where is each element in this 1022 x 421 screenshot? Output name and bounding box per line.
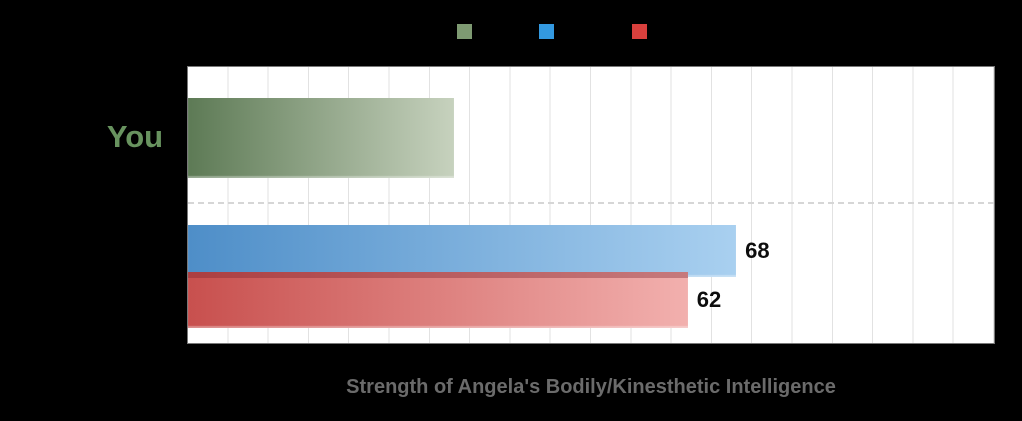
value-label-red: 62 [696,287,722,312]
value-label-blue: 68 [745,238,770,263]
category-separator-line [188,202,994,204]
legend-swatch-red-icon [632,24,647,39]
bar-blue [188,225,737,277]
bar-you-green [188,98,454,178]
legend-swatch-blue-icon [539,24,554,39]
bar-overlap-shade [188,272,688,278]
plot-area: 68 62 [187,66,995,344]
chart-caption: Strength of Angela's Bodily/Kinesthetic … [346,376,836,398]
legend-swatch-green-icon [457,24,472,39]
bar-red [188,272,688,328]
row-label-you: You [106,119,164,154]
